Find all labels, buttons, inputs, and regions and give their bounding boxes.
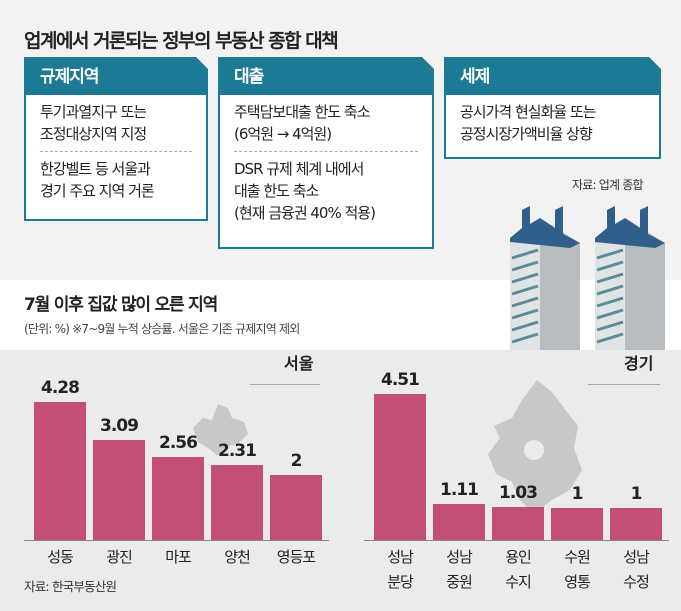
data-label: 3.09 — [100, 416, 139, 437]
policy-item: DSR 규제 체계 내에서 대출 한도 축소 (현재 금융권 40% 적용) — [234, 160, 376, 222]
infographic-title: 업계에서 거론되는 정부의 부동산 종합 대책 — [24, 30, 339, 52]
chart-baseline — [364, 540, 669, 541]
region-label-gyeonggi: 경기 — [624, 354, 654, 373]
policy-source: 자료: 업계 종합 — [572, 178, 644, 192]
category-label: 용인 수지 — [505, 548, 532, 591]
policy-header: 대출 — [220, 57, 434, 95]
bar — [152, 457, 204, 540]
policy-header: 규제지역 — [26, 57, 208, 95]
gyeonggi-map-icon — [488, 380, 582, 514]
category-label: 수원 영통 — [564, 548, 591, 591]
policy-header: 세제 — [446, 57, 661, 95]
bar — [270, 475, 322, 540]
policy-item: 한강벨트 등 서울과 경기 주요 지역 거론 — [40, 160, 155, 200]
divider — [588, 384, 660, 385]
data-label: 2.56 — [159, 433, 198, 454]
chart-subtitle: (단위: %) ※7~9월 누적 상승률. 서울은 기존 규제지역 제외 — [24, 322, 300, 336]
data-label: 4.51 — [381, 370, 420, 391]
data-label: 2.31 — [218, 441, 257, 462]
bar — [492, 506, 544, 540]
data-label: 1.03 — [499, 482, 538, 503]
bar — [374, 394, 426, 540]
category-label: 성남 중원 — [446, 548, 473, 591]
bar — [610, 507, 662, 540]
category-label: 양천 — [224, 548, 251, 566]
data-label: 1 — [571, 483, 584, 504]
policy-box-regulation: 규제지역 투기과열지구 또는 조정대상지역 지정 한강벨트 등 서울과 경기 주… — [24, 57, 208, 221]
category-label: 성남 분당 — [387, 548, 414, 591]
policy-item: 공시가격 현실화율 또는 공정시장가액비율 상향 — [460, 103, 597, 143]
chart-baseline — [24, 540, 329, 541]
category-label: 마포 — [165, 548, 192, 566]
seoul-map-icon — [193, 404, 248, 456]
divider — [234, 151, 418, 152]
divider — [40, 151, 192, 152]
data-label: 4.28 — [41, 377, 80, 398]
data-label: 1 — [630, 483, 643, 504]
bar — [433, 504, 485, 540]
chart-title: 7월 이후 집값 많이 오른 지역 — [24, 295, 218, 315]
divider — [250, 384, 320, 385]
data-label: 2 — [290, 451, 303, 472]
category-label: 영등포 — [276, 548, 316, 566]
policy-box-loan: 대출 주택담보대출 한도 축소 (6억원 → 4억원) DSR 규제 체계 내에… — [218, 57, 434, 249]
category-label: 성남 수정 — [623, 548, 650, 591]
region-label-seoul: 서울 — [284, 354, 314, 373]
bar — [551, 507, 603, 540]
policy-item: 주택담보대출 한도 축소 (6억원 → 4억원) — [234, 103, 371, 143]
chart-source: 자료: 한국부동산원 — [24, 579, 117, 594]
category-label: 성동 — [47, 548, 74, 566]
policy-box-tax: 세제 공시가격 현실화율 또는 공정시장가액비율 상향 — [444, 57, 661, 159]
bar — [93, 440, 145, 540]
bar — [34, 401, 86, 540]
apartment-buildings-illustration — [510, 206, 665, 350]
policy-item: 투기과열지구 또는 조정대상지역 지정 — [40, 103, 147, 143]
category-label: 광진 — [106, 548, 133, 566]
data-label: 1.11 — [440, 480, 479, 501]
bar — [211, 465, 263, 540]
